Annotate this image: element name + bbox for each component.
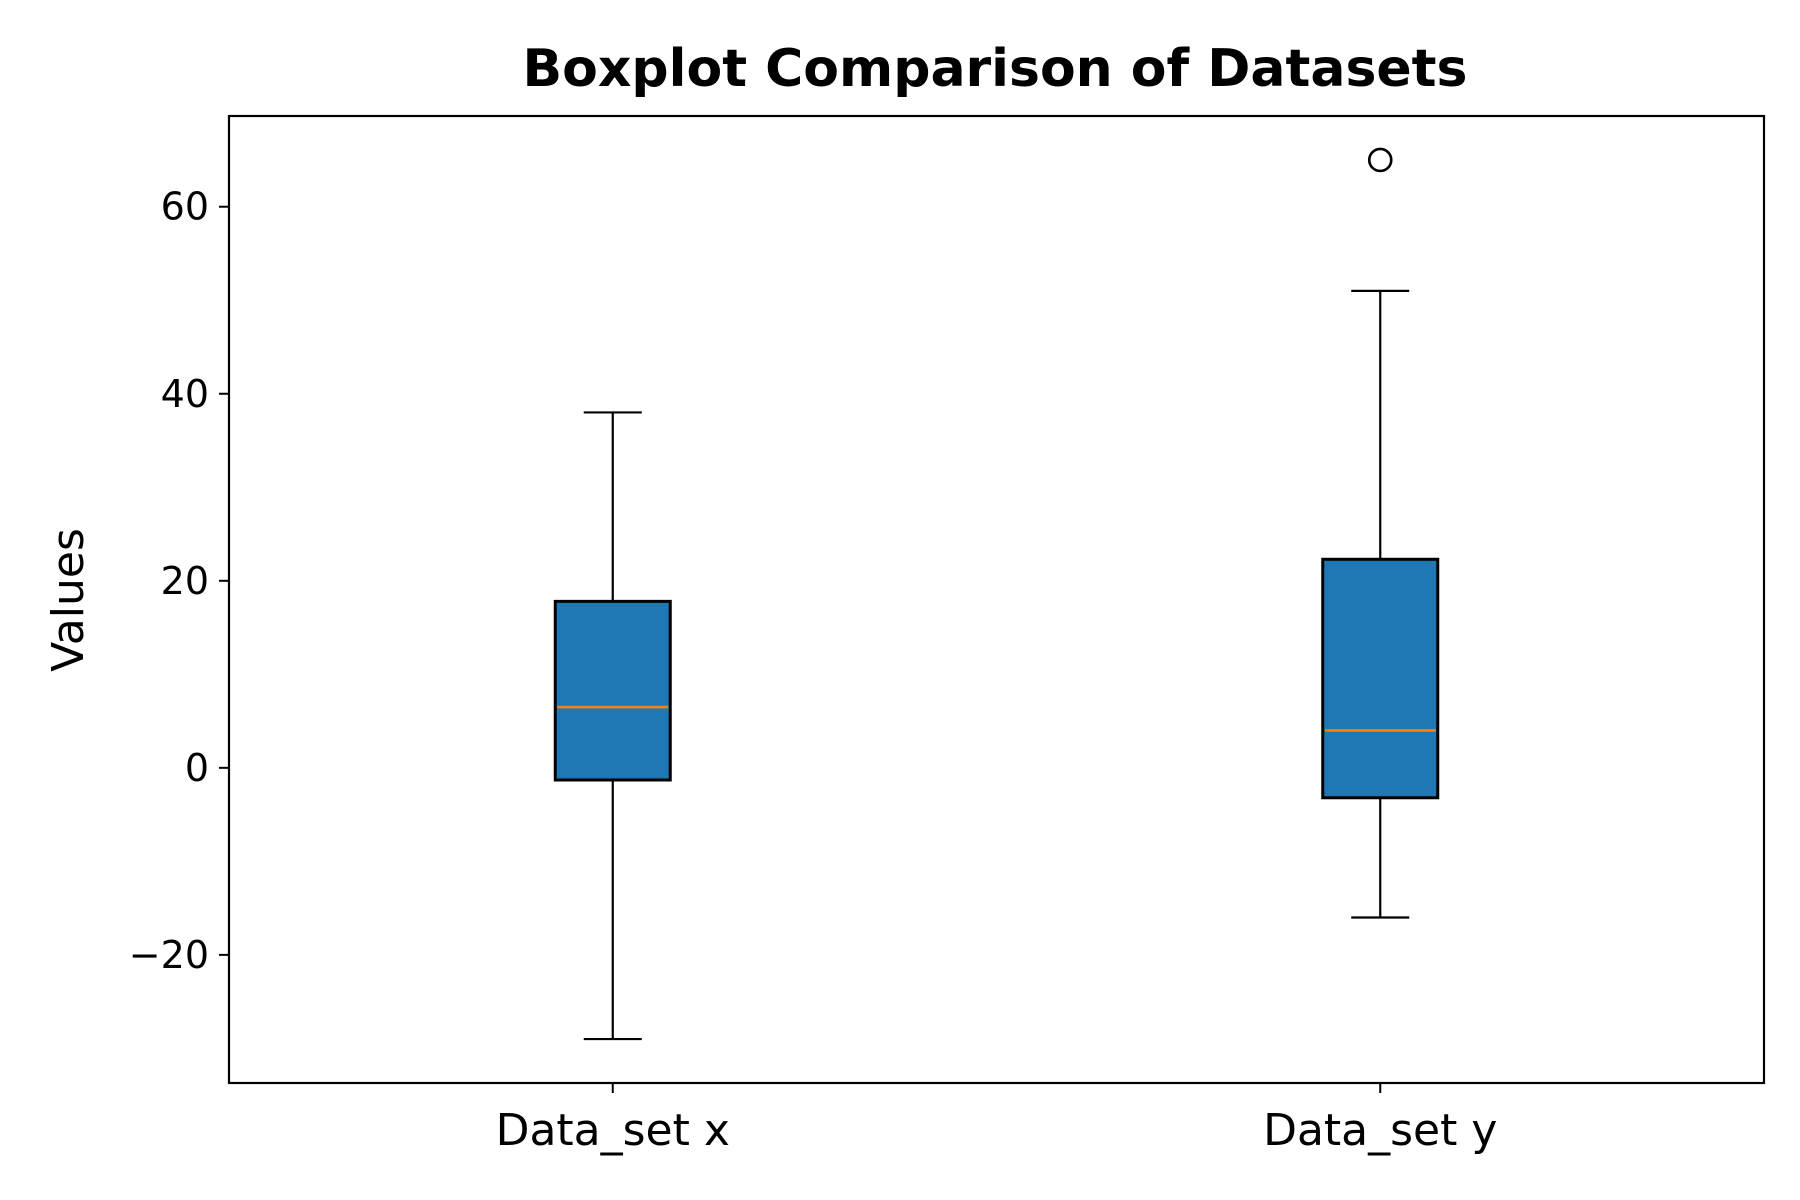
chart-title: Boxplot Comparison of Datasets <box>523 39 1468 99</box>
x-tick-label: Data_set y <box>1263 1105 1497 1156</box>
box-iqr <box>553 599 672 782</box>
y-tick-label: 40 <box>161 372 209 416</box>
y-tick-label: 0 <box>185 746 209 790</box>
y-tick-label: 60 <box>161 185 209 229</box>
y-tick-label: 20 <box>161 559 209 603</box>
x-tick-label: Data_set x <box>496 1105 730 1156</box>
outlier-point <box>1367 147 1393 173</box>
box-iqr <box>1321 557 1440 800</box>
y-axis-label: Values <box>43 528 94 672</box>
axes-frame <box>227 114 1766 1085</box>
y-tick-label: −20 <box>129 933 209 977</box>
plot-area: −20 0 20 40 60 Data_set x Data_set y <box>129 147 1497 1156</box>
